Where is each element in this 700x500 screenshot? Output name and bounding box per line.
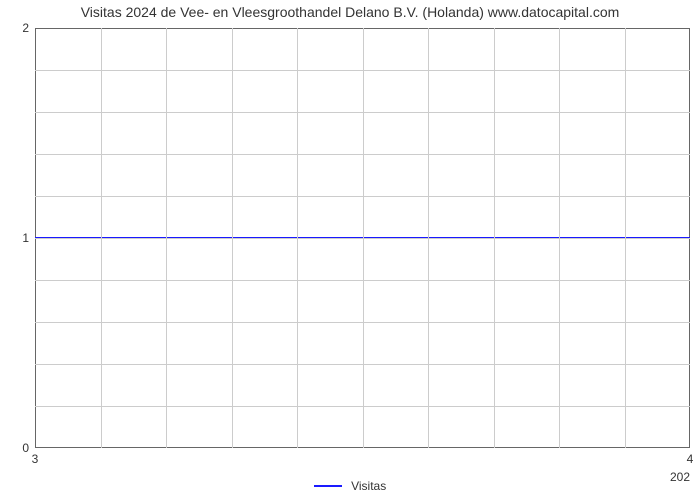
gridline-h-minor xyxy=(35,112,690,113)
y-tick-label: 2 xyxy=(22,21,29,35)
legend-label: Visitas xyxy=(351,479,386,493)
gridline-h xyxy=(35,238,690,239)
chart-container: Visitas 2024 de Vee- en Vleesgroothandel… xyxy=(0,0,700,500)
gridline-h-minor xyxy=(35,196,690,197)
gridline-h-minor xyxy=(35,70,690,71)
legend: Visitas xyxy=(0,478,700,493)
x-tick-label: 3 xyxy=(32,452,39,466)
legend-swatch xyxy=(314,485,342,487)
chart-title: Visitas 2024 de Vee- en Vleesgroothandel… xyxy=(0,4,700,20)
plot-area: 34012 xyxy=(35,28,690,448)
gridline-h-minor xyxy=(35,406,690,407)
gridline-h-minor xyxy=(35,322,690,323)
x-tick-label: 4 xyxy=(687,452,694,466)
gridline-h-minor xyxy=(35,280,690,281)
gridline-h-minor xyxy=(35,364,690,365)
y-tick-label: 1 xyxy=(22,231,29,245)
gridline-h-minor xyxy=(35,154,690,155)
y-tick-label: 0 xyxy=(22,441,29,455)
